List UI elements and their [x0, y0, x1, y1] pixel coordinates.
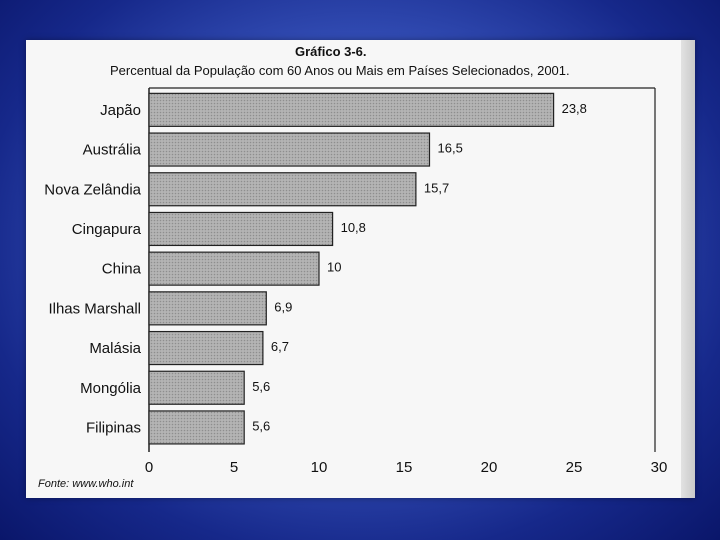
value-label: 15,7 [424, 180, 449, 195]
x-tick-label: 20 [481, 459, 498, 476]
category-label: Cingapura [72, 221, 142, 238]
value-label: 5,6 [252, 418, 270, 433]
bar-4 [148, 251, 320, 286]
category-label: Japão [100, 102, 141, 119]
value-label: 10,8 [341, 220, 366, 235]
bar-6 [148, 330, 264, 366]
category-label: Malásia [89, 340, 141, 357]
value-label: 16,5 [438, 141, 463, 156]
category-label: Filipinas [86, 419, 141, 436]
bar-1 [148, 132, 431, 167]
x-tick-label: 30 [651, 459, 668, 476]
bar-7 [148, 370, 245, 405]
value-label: 10 [327, 260, 341, 275]
value-label: 6,9 [274, 299, 292, 314]
chart-subtitle: Percentual da População com 60 Anos ou M… [110, 63, 570, 78]
bar-2 [148, 172, 417, 207]
x-tick-label: 5 [230, 459, 238, 476]
bar-5 [148, 291, 267, 326]
bar-8 [148, 410, 245, 445]
value-label: 6,7 [271, 339, 289, 354]
value-label: 23,8 [562, 101, 587, 116]
category-label: Mongólia [80, 380, 142, 397]
category-label: Austrália [83, 142, 142, 159]
category-label: Nova Zelândia [44, 181, 141, 198]
category-label: China [102, 261, 142, 278]
chart-source: Fonte: www.who.int [38, 478, 134, 490]
bar-0 [148, 92, 555, 127]
chart-title-text: Gráfico 3-6. [295, 44, 367, 59]
category-label: Ilhas Marshall [48, 300, 141, 317]
value-label: 5,6 [252, 379, 270, 394]
bar-3 [148, 211, 334, 247]
x-tick-label: 10 [311, 459, 328, 476]
page-edge-shadow [681, 40, 695, 498]
x-tick-label: 0 [145, 459, 153, 476]
x-tick-label: 25 [566, 459, 583, 476]
x-tick-label: 15 [396, 459, 413, 476]
